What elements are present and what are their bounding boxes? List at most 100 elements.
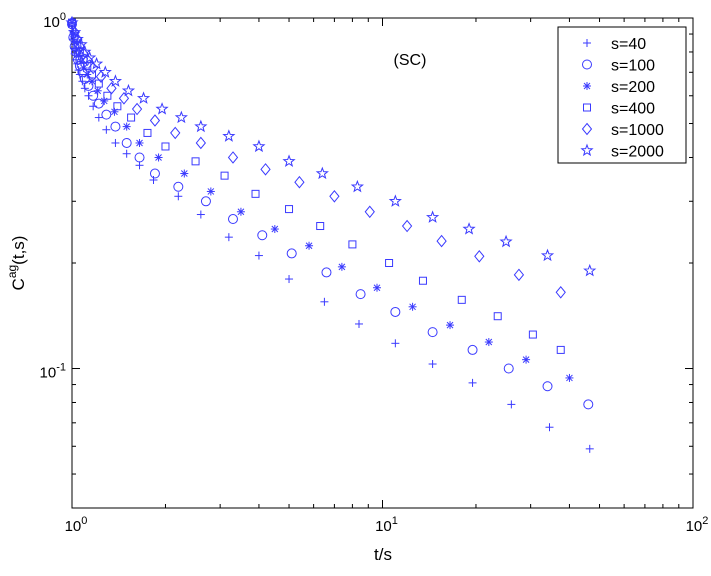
data-point bbox=[252, 139, 266, 153]
data-point bbox=[220, 171, 229, 180]
x-tick-label-exp: 1 bbox=[392, 515, 398, 527]
legend-box bbox=[557, 26, 687, 164]
legend-marker bbox=[582, 59, 592, 70]
data-point bbox=[135, 138, 144, 147]
data-point bbox=[68, 25, 82, 38]
legend-marker bbox=[583, 82, 591, 90]
data-point bbox=[474, 250, 485, 263]
y-axis-label: Cag(t,s) bbox=[5, 236, 28, 291]
data-point bbox=[493, 312, 502, 321]
data-point bbox=[78, 77, 87, 86]
data-point bbox=[155, 102, 169, 115]
y-tick-label-exp: 0 bbox=[60, 11, 66, 23]
x-tick-label-exp: 2 bbox=[702, 515, 708, 527]
data-point bbox=[135, 161, 144, 170]
data-point bbox=[110, 107, 119, 116]
data-point bbox=[196, 210, 205, 219]
data-point bbox=[522, 355, 531, 364]
data-point bbox=[468, 378, 477, 387]
data-point bbox=[540, 248, 555, 262]
data-point bbox=[75, 70, 84, 79]
data-point bbox=[446, 321, 455, 330]
data-point bbox=[74, 37, 88, 51]
x-tick-label-base: 10 bbox=[686, 518, 703, 535]
legend: s=40 s=100 s=200 s=400 s=1000 s=2000 bbox=[557, 26, 687, 164]
data-point bbox=[89, 56, 104, 70]
data-point bbox=[122, 149, 131, 158]
data-point bbox=[122, 122, 131, 131]
data-point bbox=[385, 259, 394, 267]
data-point bbox=[88, 70, 97, 79]
data-point bbox=[391, 339, 400, 348]
data-markers bbox=[65, 15, 597, 453]
legend-marker bbox=[581, 122, 593, 136]
data-point bbox=[528, 330, 537, 339]
data-point bbox=[110, 121, 121, 132]
data-point bbox=[503, 363, 514, 374]
x-tick-label-base: 10 bbox=[65, 518, 82, 535]
data-point bbox=[354, 319, 363, 328]
data-point bbox=[315, 166, 329, 180]
data-point bbox=[191, 157, 200, 166]
data-point bbox=[329, 189, 340, 203]
data-point bbox=[113, 102, 122, 111]
data-point bbox=[149, 168, 160, 179]
data-point bbox=[507, 400, 516, 409]
data-point bbox=[82, 53, 93, 67]
data-point bbox=[194, 119, 208, 133]
data-point bbox=[462, 222, 476, 235]
data-point bbox=[583, 263, 597, 277]
data-point bbox=[426, 210, 440, 223]
data-point bbox=[127, 113, 136, 122]
data-point bbox=[136, 91, 151, 104]
data-point bbox=[143, 128, 152, 137]
data-point bbox=[101, 109, 112, 120]
data-point bbox=[401, 219, 413, 233]
data-point bbox=[180, 169, 189, 178]
legend-label: s=1000 bbox=[611, 122, 664, 139]
data-point bbox=[206, 187, 215, 196]
data-point bbox=[565, 373, 574, 382]
data-point bbox=[285, 275, 294, 284]
x-axis-label: t/s bbox=[374, 545, 392, 564]
data-point bbox=[134, 152, 145, 163]
data-point bbox=[88, 77, 97, 86]
data-point bbox=[83, 50, 97, 64]
data-point bbox=[427, 327, 438, 338]
data-point bbox=[321, 267, 332, 278]
data-point bbox=[364, 205, 375, 219]
data-point bbox=[173, 181, 184, 192]
data-point bbox=[121, 83, 136, 97]
x-tick-label-base: 10 bbox=[375, 518, 392, 535]
data-point bbox=[499, 234, 513, 248]
data-point bbox=[337, 262, 346, 271]
y-tick-label: 100 bbox=[43, 11, 66, 31]
data-point bbox=[227, 214, 238, 225]
data-point bbox=[556, 345, 565, 354]
data-point bbox=[170, 126, 181, 140]
data-point bbox=[149, 176, 158, 185]
data-point bbox=[108, 74, 123, 87]
data-point bbox=[270, 225, 279, 234]
data-point bbox=[118, 92, 130, 105]
data-point bbox=[70, 32, 84, 45]
y-tick-label: 10-1 bbox=[40, 362, 66, 382]
data-point bbox=[583, 399, 594, 410]
legend-label: s=100 bbox=[611, 58, 655, 75]
legend-marker bbox=[580, 143, 594, 157]
legend-marker bbox=[583, 39, 591, 47]
data-point bbox=[111, 138, 120, 147]
data-point bbox=[100, 96, 109, 105]
data-point bbox=[285, 205, 294, 214]
data-point bbox=[93, 86, 102, 95]
data-point bbox=[93, 98, 104, 109]
data-point bbox=[372, 283, 381, 292]
data-point bbox=[149, 114, 161, 127]
data-point bbox=[316, 222, 325, 231]
data-point bbox=[174, 110, 188, 124]
data-point bbox=[236, 207, 245, 216]
y-axis-label-base: C bbox=[9, 278, 28, 290]
data-point bbox=[251, 189, 260, 198]
data-point bbox=[260, 163, 271, 176]
